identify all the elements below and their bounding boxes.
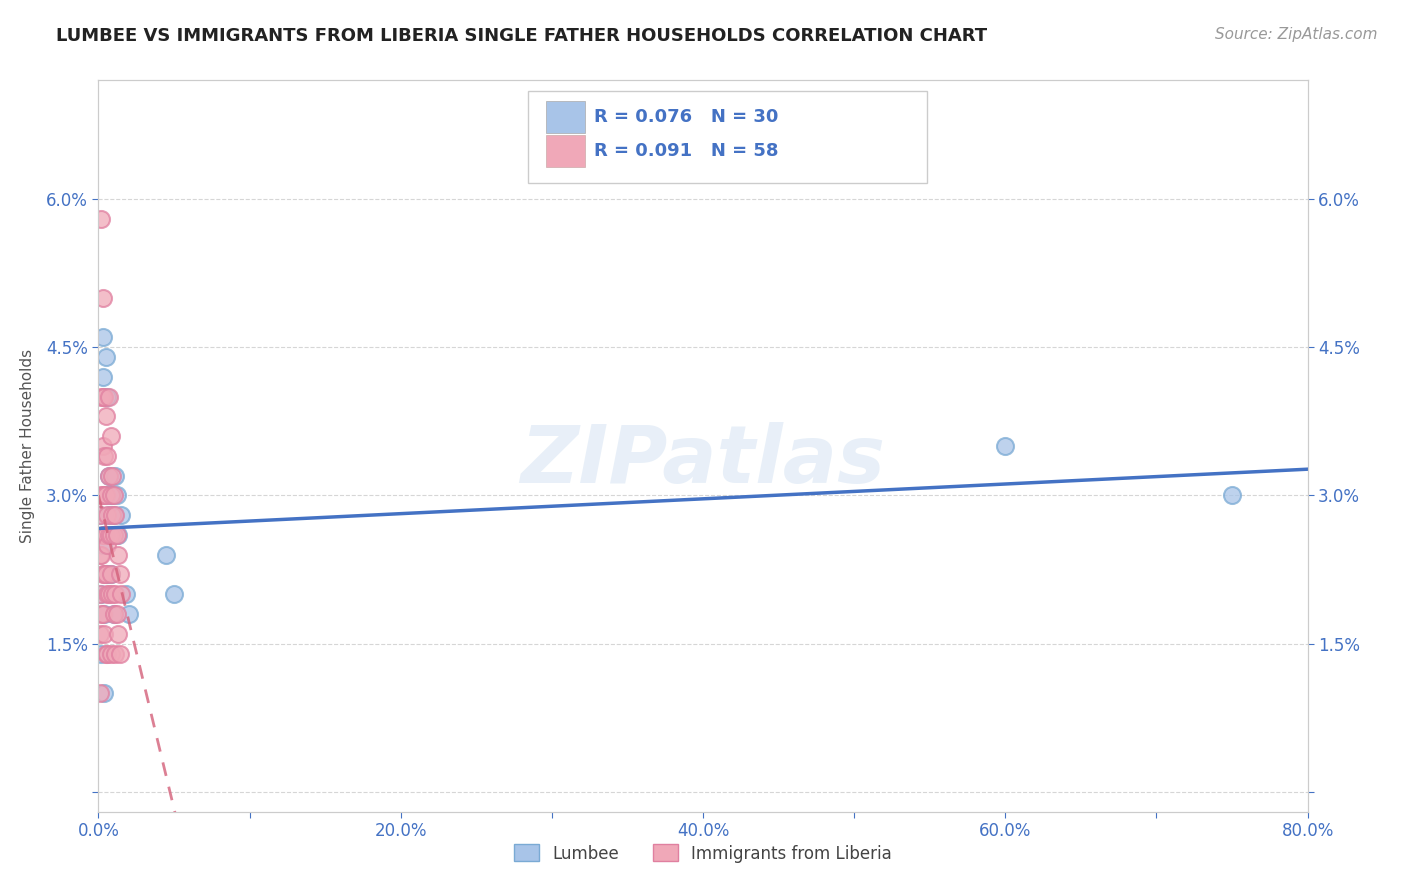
Point bbox=[101, 587, 124, 601]
Point bbox=[103, 528, 125, 542]
Point bbox=[103, 488, 125, 502]
Point bbox=[90, 488, 112, 502]
Point bbox=[98, 390, 121, 404]
Point bbox=[91, 291, 114, 305]
Point bbox=[107, 528, 129, 542]
Point bbox=[89, 548, 111, 562]
Point bbox=[94, 647, 117, 661]
Point bbox=[100, 567, 122, 582]
Point bbox=[93, 607, 115, 621]
Point bbox=[100, 567, 122, 582]
Point bbox=[98, 587, 121, 601]
Text: R = 0.091   N = 58: R = 0.091 N = 58 bbox=[595, 142, 779, 161]
Legend: Lumbee, Immigrants from Liberia: Lumbee, Immigrants from Liberia bbox=[508, 838, 898, 869]
Point bbox=[104, 587, 127, 601]
Point bbox=[96, 449, 118, 463]
Point bbox=[94, 350, 117, 364]
Point bbox=[105, 607, 128, 621]
Point bbox=[96, 587, 118, 601]
Point bbox=[90, 390, 112, 404]
Point bbox=[94, 488, 117, 502]
Point bbox=[101, 508, 124, 523]
Point bbox=[103, 607, 125, 621]
Point bbox=[96, 390, 118, 404]
Point bbox=[96, 508, 118, 523]
Point bbox=[96, 567, 118, 582]
Point bbox=[94, 567, 117, 582]
Point bbox=[103, 607, 125, 621]
Point bbox=[107, 548, 129, 562]
Point bbox=[163, 587, 186, 601]
Point bbox=[101, 488, 124, 502]
Point bbox=[108, 567, 131, 582]
Point bbox=[89, 686, 111, 700]
Point bbox=[98, 528, 121, 542]
Point bbox=[90, 211, 112, 226]
Y-axis label: Single Father Households: Single Father Households bbox=[20, 349, 35, 543]
FancyBboxPatch shape bbox=[546, 135, 585, 168]
Point bbox=[90, 548, 112, 562]
Point bbox=[93, 488, 115, 502]
Point bbox=[100, 647, 122, 661]
Point bbox=[89, 587, 111, 601]
Point bbox=[89, 508, 111, 523]
Point bbox=[90, 607, 112, 621]
Point bbox=[108, 647, 131, 661]
Point bbox=[114, 587, 136, 601]
Point bbox=[105, 488, 128, 502]
Point bbox=[93, 686, 115, 700]
Text: R = 0.076   N = 30: R = 0.076 N = 30 bbox=[595, 108, 779, 126]
Point bbox=[105, 528, 128, 542]
Point bbox=[91, 330, 114, 344]
Point bbox=[94, 488, 117, 502]
Point bbox=[93, 627, 115, 641]
Point bbox=[103, 508, 125, 523]
Point bbox=[91, 567, 114, 582]
Point bbox=[104, 468, 127, 483]
Point bbox=[94, 567, 117, 582]
Point bbox=[107, 627, 129, 641]
Point bbox=[100, 528, 122, 542]
Point bbox=[90, 587, 112, 601]
Point bbox=[96, 647, 118, 661]
Point bbox=[91, 439, 114, 453]
Point bbox=[110, 587, 132, 601]
Point bbox=[96, 538, 118, 552]
Point bbox=[104, 508, 127, 523]
Point bbox=[91, 369, 114, 384]
Text: Source: ZipAtlas.com: Source: ZipAtlas.com bbox=[1215, 27, 1378, 42]
Point bbox=[93, 528, 115, 542]
Point bbox=[100, 488, 122, 502]
Text: LUMBEE VS IMMIGRANTS FROM LIBERIA SINGLE FATHER HOUSEHOLDS CORRELATION CHART: LUMBEE VS IMMIGRANTS FROM LIBERIA SINGLE… bbox=[56, 27, 987, 45]
Point bbox=[104, 647, 127, 661]
Point bbox=[91, 488, 114, 502]
Point bbox=[94, 409, 117, 424]
Point bbox=[98, 508, 121, 523]
Point bbox=[98, 468, 121, 483]
Point bbox=[994, 439, 1017, 453]
Point bbox=[98, 468, 121, 483]
Point bbox=[1220, 488, 1243, 502]
FancyBboxPatch shape bbox=[546, 101, 585, 133]
Point bbox=[91, 607, 114, 621]
Point bbox=[91, 390, 114, 404]
Point bbox=[118, 607, 141, 621]
Point bbox=[93, 567, 115, 582]
Text: ZIPatlas: ZIPatlas bbox=[520, 422, 886, 500]
Point bbox=[101, 468, 124, 483]
Point bbox=[93, 449, 115, 463]
Point bbox=[91, 538, 114, 552]
FancyBboxPatch shape bbox=[527, 91, 927, 183]
Point bbox=[100, 429, 122, 443]
Point bbox=[90, 647, 112, 661]
Point bbox=[93, 390, 115, 404]
Point bbox=[155, 548, 177, 562]
Point bbox=[89, 508, 111, 523]
Point bbox=[110, 508, 132, 523]
Point bbox=[91, 528, 114, 542]
Point bbox=[94, 528, 117, 542]
Point bbox=[89, 627, 111, 641]
Point bbox=[100, 488, 122, 502]
